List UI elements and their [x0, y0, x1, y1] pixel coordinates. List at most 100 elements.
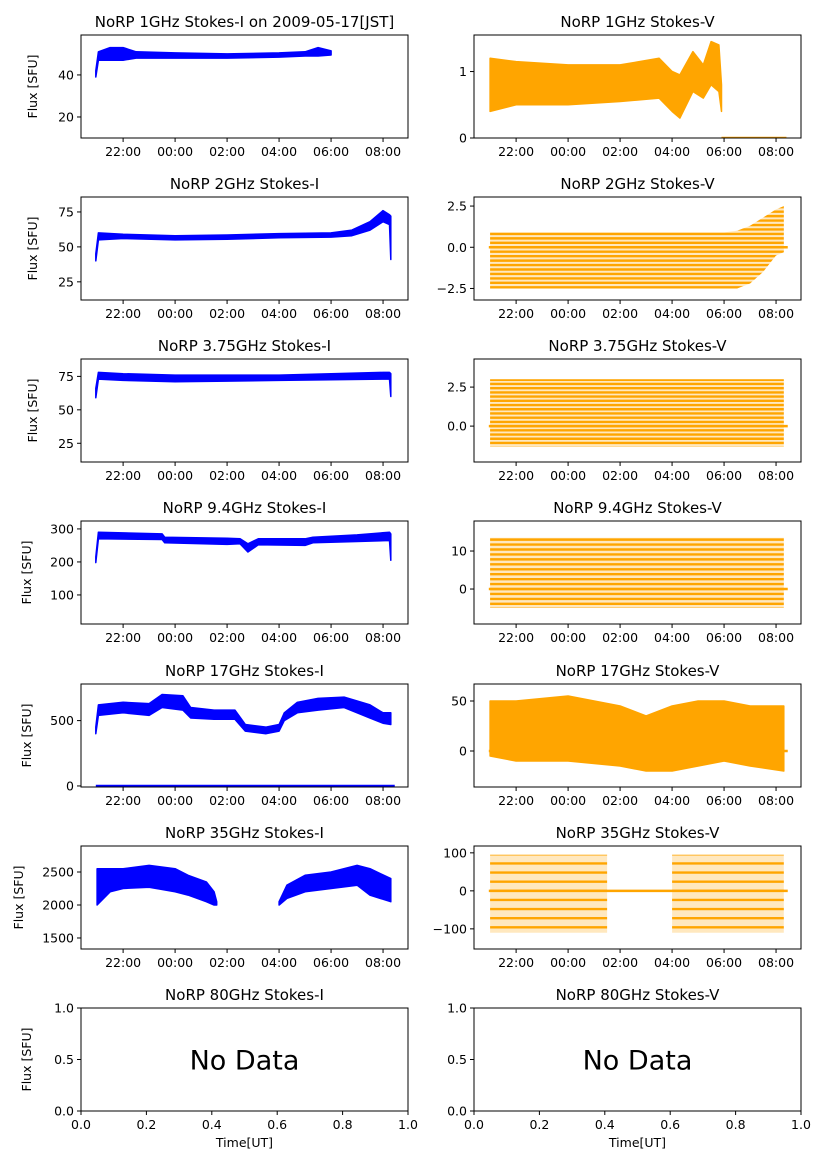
y-tick-label: 2500 [42, 864, 74, 879]
x-tick-label: 06:00 [313, 793, 349, 808]
plot-area [489, 40, 787, 138]
x-tick-label: 02:00 [602, 144, 638, 159]
data-band [490, 854, 608, 933]
data-band [95, 209, 392, 262]
data-stripes [490, 538, 784, 608]
x-tick-label: 0.2 [529, 1117, 549, 1132]
y-tick-label: 25 [58, 274, 74, 289]
y-tick-label: −2.5 [437, 281, 467, 296]
x-tick-label: 22:00 [498, 630, 534, 645]
x-tick-label: 0.6 [660, 1117, 680, 1132]
y-tick-label: 75 [58, 204, 74, 219]
x-tick-label: 04:00 [261, 144, 297, 159]
x-tick-label: 0.0 [71, 1117, 91, 1132]
x-tick-label: 22:00 [105, 955, 141, 970]
y-tick-label: 1 [459, 64, 467, 79]
plot-area [488, 537, 788, 608]
x-tick-label: 22:00 [498, 955, 534, 970]
y-tick-label: 40 [58, 67, 74, 82]
y-tick-label: −100 [433, 921, 467, 936]
x-tick-label: 02:00 [602, 630, 638, 645]
axes-frame [80, 196, 409, 301]
axes-frame [80, 34, 409, 139]
x-tick-label: 06:00 [706, 793, 742, 808]
y-tick-label: 50 [58, 239, 74, 254]
data-band [95, 46, 332, 78]
plot-area [95, 209, 392, 262]
x-tick-label: 00:00 [550, 306, 586, 321]
y-tick-label: 300 [50, 521, 74, 536]
subplot-title: NoRP 80GHz Stokes-I [165, 986, 324, 1004]
x-tick-label: 04:00 [261, 955, 297, 970]
x-tick-label: 06:00 [706, 468, 742, 483]
x-tick-label: 06:00 [313, 144, 349, 159]
x-tick-label: 00:00 [157, 793, 193, 808]
subplot-title: NoRP 2GHz Stokes-V [560, 175, 715, 193]
x-tick-label: 06:00 [706, 955, 742, 970]
x-tick-label: 04:00 [261, 306, 297, 321]
subplot-5: 22:00 00:00 02:00 04:00 06:00 08:00 0.0 2.5 NoRP… [447, 337, 802, 483]
axes-frame [80, 683, 409, 788]
x-tick-label: 04:00 [654, 468, 690, 483]
x-tick-label: 22:00 [105, 630, 141, 645]
y-tick-label: 2000 [42, 897, 74, 912]
x-tick-label: 00:00 [157, 955, 193, 970]
x-tick-label: 22:00 [498, 144, 534, 159]
y-tick-label: 0 [66, 778, 74, 793]
x-tick-label: 00:00 [157, 630, 193, 645]
x-tick-label: 06:00 [706, 306, 742, 321]
x-tick-label: 00:00 [550, 144, 586, 159]
x-tick-label: 0.6 [267, 1117, 287, 1132]
x-axis-label: Time[UT] [215, 1135, 273, 1150]
y-tick-label: 1500 [42, 930, 74, 945]
subplot-title: NoRP 17GHz Stokes-I [165, 662, 324, 680]
x-tick-label: 02:00 [602, 468, 638, 483]
x-tick-label: 22:00 [105, 144, 141, 159]
plot-area [488, 206, 788, 289]
x-tick-label: 08:00 [758, 955, 794, 970]
subplot-title: NoRP 2GHz Stokes-I [170, 175, 319, 193]
subplot-9: 22:00 00:00 02:00 04:00 06:00 08:00 0 50 NoRP 17… [451, 662, 802, 808]
y-tick-label: 500 [50, 713, 74, 728]
subplot-title: NoRP 17GHz Stokes-V [556, 662, 721, 680]
x-tick-label: 22:00 [105, 306, 141, 321]
x-tick-label: 08:00 [758, 793, 794, 808]
subplot-0: 22:00 00:00 02:00 04:00 06:00 08:00 20 40 NoRP 1… [25, 13, 409, 159]
subplot-title: NoRP 1GHz Stokes-I on 2009-05-17[JST] [95, 13, 395, 31]
y-tick-label: 0 [459, 744, 467, 759]
axes-frame [473, 845, 802, 950]
y-axis-label: Flux [SFU] [25, 55, 40, 119]
y-tick-label: 100 [443, 845, 467, 860]
x-tick-label: 22:00 [498, 793, 534, 808]
data-band [490, 537, 784, 608]
subplot-2: 22:00 00:00 02:00 04:00 06:00 08:00 25 50 75 NoRP… [25, 175, 409, 321]
subplot-11: 22:00 00:00 02:00 04:00 06:00 08:00 −100 0 100 No… [433, 824, 802, 970]
x-tick-label: 00:00 [157, 306, 193, 321]
y-tick-label: 0.0 [447, 419, 467, 434]
subplot-1: 22:00 00:00 02:00 04:00 06:00 08:00 0 1 NoRP 1GH… [459, 13, 802, 159]
x-tick-label: 22:00 [105, 793, 141, 808]
x-tick-label: 08:00 [758, 144, 794, 159]
x-tick-label: 04:00 [654, 144, 690, 159]
x-tick-label: 06:00 [706, 144, 742, 159]
y-tick-label: 50 [451, 694, 467, 709]
subplot-7: 22:00 00:00 02:00 04:00 06:00 08:00 0 10 NoRP 9.… [451, 499, 802, 645]
subplot-title: NoRP 1GHz Stokes-V [560, 13, 715, 31]
subplot-title: NoRP 35GHz Stokes-V [556, 824, 721, 842]
x-tick-label: 02:00 [209, 144, 245, 159]
data-band [489, 695, 785, 772]
axes-frame [80, 845, 409, 950]
x-tick-label: 04:00 [654, 793, 690, 808]
y-tick-label: 0 [459, 883, 467, 898]
x-tick-label: 00:00 [550, 793, 586, 808]
x-tick-label: 00:00 [550, 955, 586, 970]
y-axis-label: Flux [SFU] [19, 541, 34, 605]
plot-area [95, 371, 392, 399]
x-tick-label: 02:00 [602, 955, 638, 970]
y-tick-label: 25 [58, 436, 74, 451]
y-tick-label: 0.5 [447, 1052, 467, 1067]
x-tick-label: 08:00 [365, 630, 401, 645]
x-tick-label: 22:00 [105, 468, 141, 483]
plot-area [95, 693, 395, 787]
